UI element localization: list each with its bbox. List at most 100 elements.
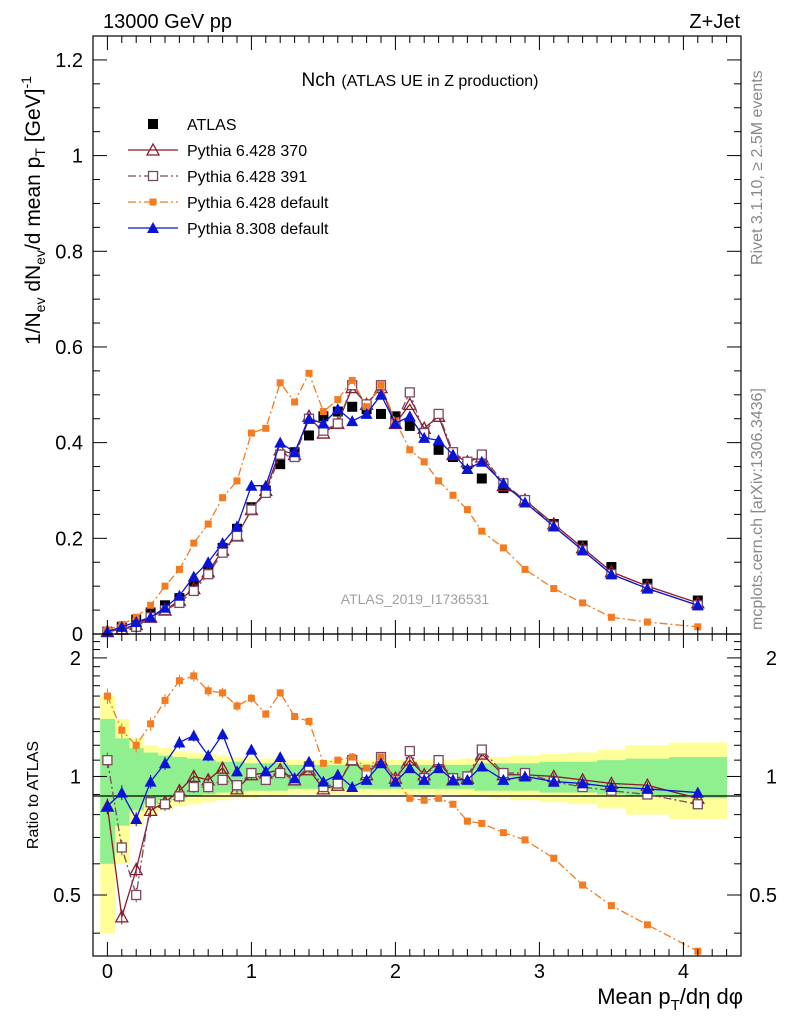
ratio-point-pythia-6-428-391 (174, 791, 185, 802)
ratio-point-pythia-8-308-default (245, 743, 258, 755)
point-pythia-6-428-default (147, 601, 155, 609)
ratio-y-tick-label: 2 (70, 648, 81, 670)
main-y-tick-label: 0 (72, 624, 83, 646)
point-pythia-6-428-default (204, 520, 212, 528)
point-pythia-6-428-391 (404, 387, 415, 398)
uncertainty-band-inner (129, 748, 144, 811)
point-pythia-6-428-default (550, 585, 558, 593)
point-pythia-8-308-default (691, 599, 704, 611)
ratio-point-pythia-8-308-default (187, 729, 200, 741)
ratio-point-pythia-6-428-default (247, 694, 255, 702)
ratio-point-pythia-6-428-default (262, 710, 270, 718)
legend: ATLAS Pythia 6.428 370 Pythia 6.428 391 Pyt… (128, 117, 329, 238)
point-pythia-8-308-default (231, 520, 243, 532)
point-pythia-8-308-default (576, 544, 589, 556)
ratio-point-pythia-6-428-391 (116, 842, 127, 853)
main-panel: 0 0.2 0.4 0.6 0.8 1 1.2 Nch (ATLAS UE in Z prod… (18, 35, 742, 646)
ratio-point-pythia-8-308-default (497, 773, 510, 785)
ratio-point-pythia-6-428-370 (143, 803, 158, 817)
point-pythia-6-428-default (377, 381, 385, 389)
point-pythia-6-428-391 (217, 547, 228, 558)
ratio-point-pythia-6-428-391 (203, 781, 214, 793)
point-pythia-8-308-default (605, 568, 618, 580)
point-pythia-6-428-391 (231, 530, 243, 542)
ratio-point-pythia-8-308-default (418, 773, 431, 785)
point-pythia-6-428-default (262, 424, 270, 432)
ratio-point-pythia-6-428-default (233, 702, 241, 710)
point-pythia-8-308-default (497, 477, 510, 489)
x-tick-label: 0 (102, 961, 113, 983)
ratio-point-pythia-6-428-391 (159, 799, 171, 810)
mcplots-label: mcplots.cern.ch [arXiv:1306.3436] (749, 388, 766, 630)
ratio-point-pythia-8-308-default (403, 762, 416, 774)
main-y-tick-label: 0.6 (55, 337, 83, 359)
point-pythia-6-428-default (420, 458, 428, 466)
legend-entry-pythia-6-428-391: Pythia 6.428 391 (128, 169, 307, 186)
point-pythia-8-308-default (461, 462, 474, 474)
point-pythia-6-428-default (607, 613, 615, 621)
ratio-y-tick-label-right: 0.5 (749, 885, 777, 907)
point-pythia-8-308-default (317, 417, 330, 429)
point-pythia-8-308-default (375, 388, 387, 400)
ratio-point-pythia-6-428-default (147, 720, 155, 728)
ratio-point-pythia-8-308-default (288, 772, 301, 784)
point-pythia-6-428-default (291, 398, 299, 406)
ratio-point-pythia-6-428-391 (332, 778, 343, 789)
analysis-tag: ATLAS_2019_I1736531 (341, 591, 490, 607)
main-y-tick-label: 1.2 (55, 50, 83, 72)
ratio-point-pythia-8-308-default (259, 765, 272, 777)
point-pythia-8-308-default (547, 520, 560, 532)
legend-label: Pythia 6.428 370 (187, 143, 307, 160)
point-pythia-8-308-default (288, 446, 301, 458)
point-pythia-8-308-default (202, 556, 215, 568)
ratio-point-pythia-8-308-default (202, 749, 215, 761)
ratio-point-pythia-6-428-default (579, 881, 587, 889)
ratio-point-pythia-6-428-default (420, 796, 428, 804)
ratio-point-pythia-8-308-default (461, 773, 474, 785)
point-pythia-6-428-default (319, 408, 327, 416)
point-atlas (347, 401, 358, 412)
ratio-point-pythia-8-308-default (641, 782, 654, 794)
ratio-point-pythia-6-428-391 (102, 755, 113, 766)
point-pythia-6-428-391 (332, 418, 343, 429)
point-pythia-6-428-default (406, 446, 414, 454)
x-tick-label: 2 (390, 961, 401, 983)
point-pythia-8-308-default (418, 431, 431, 443)
main-axes: 0 0.2 0.4 0.6 0.8 1 1.2 (55, 36, 742, 646)
ratio-point-pythia-6-428-default (190, 672, 198, 680)
uncertainty-band-inner (114, 738, 130, 826)
ratio-point-pythia-6-428-default (607, 902, 615, 910)
point-pythia-6-428-default (499, 544, 507, 552)
ratio-point-pythia-6-428-391 (692, 799, 703, 810)
ratio-line-pythia-8-308-default (106, 732, 698, 821)
legend-entry-pythia-6-428-default: Pythia 6.428 default (128, 195, 329, 212)
uncertainty-band-inner (345, 764, 360, 789)
point-pythia-6-428-default (305, 369, 313, 377)
ratio-point-pythia-6-428-default (521, 836, 529, 844)
main-y-tick-label: 1 (72, 146, 83, 168)
ratio-point-pythia-6-428-default (103, 692, 111, 700)
point-pythia-6-428-default (219, 494, 227, 502)
legend-label: Pythia 8.308 default (187, 221, 329, 238)
point-pythia-6-428-default (463, 506, 471, 514)
ratio-point-pythia-6-428-391 (246, 767, 257, 779)
ratio-point-pythia-8-308-default (231, 765, 243, 777)
ratio-point-pythia-6-428-391 (404, 745, 415, 757)
ratio-point-pythia-8-308-default (331, 768, 344, 780)
ratio-y-tick-label: 0.5 (53, 885, 81, 907)
ratio-point-pythia-8-308-default (475, 760, 488, 772)
line-pythia-6-428-391 (107, 383, 699, 633)
ratio-y-tick-label-right: 2 (766, 648, 777, 670)
ratio-point-pythia-8-308-default (346, 781, 359, 793)
ratio-point-pythia-6-428-default (449, 800, 457, 808)
point-atlas (433, 444, 444, 455)
point-pythia-8-308-default (475, 455, 488, 467)
ratio-point-pythia-6-428-default (334, 756, 342, 764)
ratio-point-pythia-8-308-default (130, 812, 143, 824)
header-left: 13000 GeV pp (103, 11, 232, 33)
legend-label: ATLAS (187, 117, 237, 134)
ratio-point-pythia-6-428-default (435, 794, 443, 802)
point-pythia-8-308-default (389, 417, 402, 429)
point-pythia-8-308-default (259, 479, 272, 491)
